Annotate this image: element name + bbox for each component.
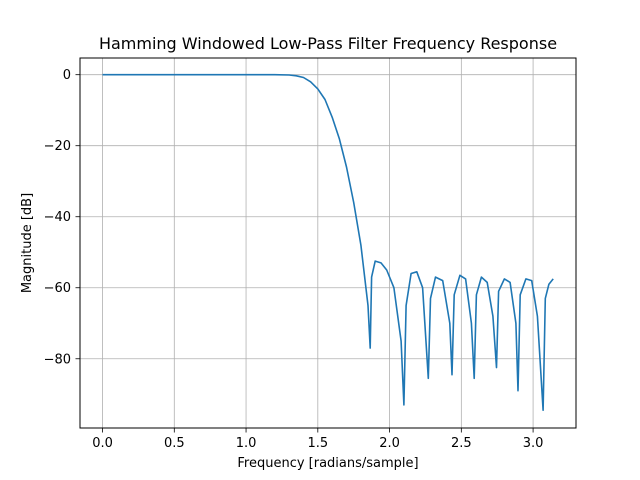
response-line	[102, 73, 554, 412]
y-tick-label: −60	[44, 281, 71, 296]
y-tick-label: −80	[44, 352, 71, 367]
x-tick-label: 0.5	[164, 436, 185, 451]
x-axis-label: Frequency [radians/sample]	[237, 456, 418, 471]
x-tick-label: 3.0	[523, 436, 544, 451]
grid-lines	[80, 58, 576, 428]
y-axis-label: Magnitude [dB]	[20, 193, 35, 293]
x-tick-label: 1.0	[236, 436, 257, 451]
y-tick-label: −20	[44, 139, 71, 154]
x-tick-label: 0.0	[92, 436, 113, 451]
y-axis-ticks: 0 −20 −40 −60 −80	[44, 68, 80, 367]
x-tick-label: 2.0	[379, 436, 400, 451]
chart-title: Hamming Windowed Low-Pass Filter Frequen…	[99, 34, 557, 53]
plot-area	[102, 73, 554, 412]
x-tick-label: 1.5	[307, 436, 328, 451]
axes-frame	[79, 57, 577, 429]
x-axis-ticks: 0.0 0.5 1.0 1.5 2.0 2.5 3.0	[92, 428, 543, 451]
x-tick-label: 2.5	[451, 436, 472, 451]
y-tick-label: 0	[63, 68, 71, 83]
y-tick-label: −40	[44, 210, 71, 225]
